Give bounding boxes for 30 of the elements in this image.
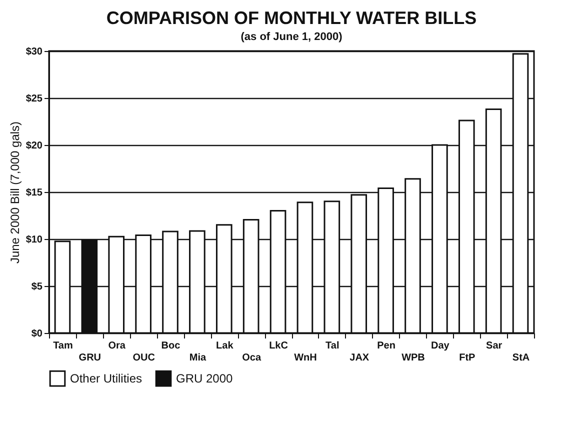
y-tick-label: $30 bbox=[26, 46, 43, 58]
y-tick-label: $0 bbox=[31, 328, 43, 340]
legend-label: Other Utilities bbox=[70, 372, 142, 386]
x-tick-label: Day bbox=[431, 340, 450, 352]
x-tick-label: LkC bbox=[269, 340, 288, 352]
y-tick-label: $15 bbox=[26, 188, 43, 198]
x-tick-label: Pen bbox=[377, 340, 396, 352]
x-tick-label: StA bbox=[512, 352, 530, 364]
x-tick-label: JAX bbox=[350, 352, 370, 364]
x-tick-label: Ora bbox=[108, 340, 126, 352]
chart-title: COMPARISON OF MONTHLY WATER BILLS bbox=[106, 8, 477, 28]
x-tick-label: Lak bbox=[216, 340, 234, 352]
x-tick-label: WPB bbox=[402, 352, 425, 364]
y-tick-label: $10 bbox=[26, 234, 43, 246]
y-axis-title: June 2000 Bill (7,000 gals) bbox=[8, 121, 22, 264]
y-tick-label: $5 bbox=[31, 282, 43, 292]
x-tick-label: Oca bbox=[242, 352, 262, 364]
chart-subtitle: (as of June 1, 2000) bbox=[240, 31, 343, 43]
y-tick-label: $25 bbox=[26, 94, 43, 104]
x-tick-label: Tal bbox=[326, 340, 340, 352]
x-tick-label: Mia bbox=[189, 352, 206, 364]
legend-label: GRU 2000 bbox=[176, 372, 234, 386]
x-tick-label: Sar bbox=[486, 340, 502, 352]
x-tick-label: FtP bbox=[459, 352, 476, 364]
x-tick-label: OUC bbox=[132, 352, 155, 364]
x-tick-label: GRU bbox=[78, 352, 102, 364]
x-tick-label: Boc bbox=[161, 340, 181, 352]
x-tick-label: WnH bbox=[294, 352, 317, 364]
x-tick-label: Tam bbox=[53, 340, 73, 352]
y-tick-label: $20 bbox=[26, 140, 43, 152]
